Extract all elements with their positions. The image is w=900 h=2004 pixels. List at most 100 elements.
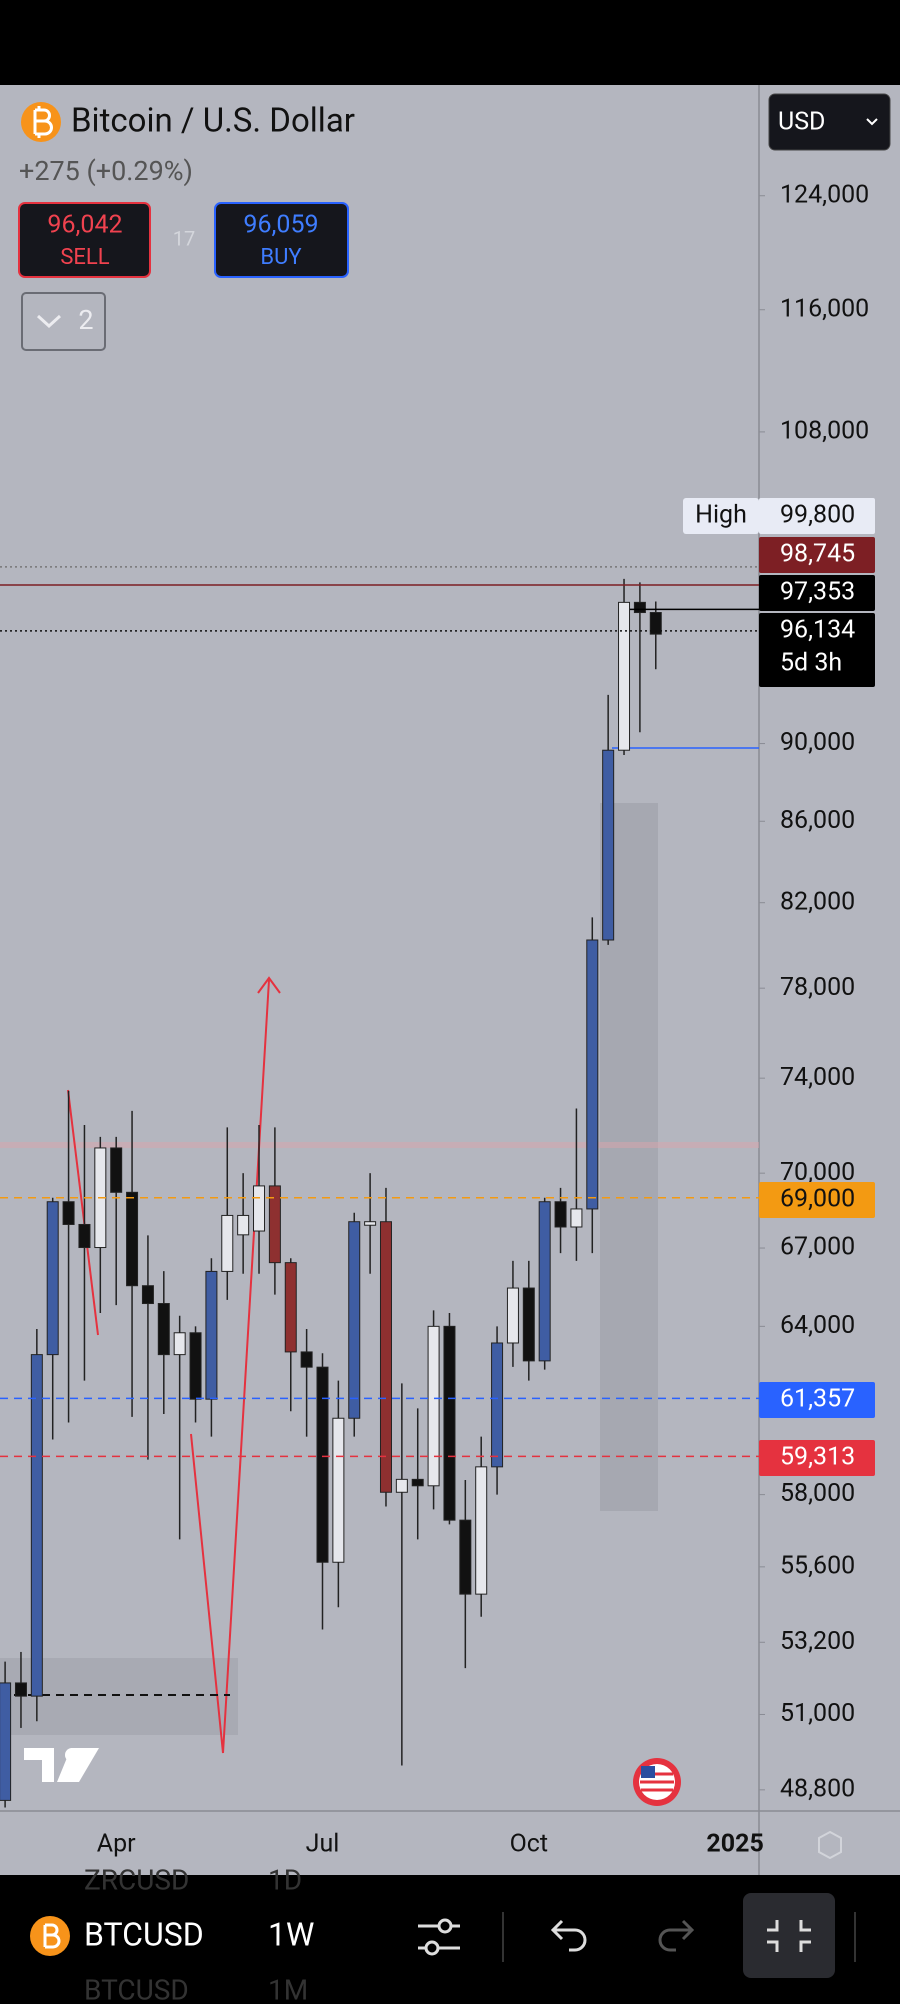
- zone-band: [0, 1142, 759, 1148]
- countdown: 5d 3h: [780, 649, 842, 678]
- price-label: 99,800: [780, 501, 855, 530]
- candle-body: [126, 1191, 139, 1287]
- candle-body: [62, 1201, 75, 1225]
- x-tick-label: Jul: [306, 1830, 340, 1859]
- settings-icon[interactable]: [818, 1830, 842, 1860]
- price-label: 97,353: [780, 578, 855, 607]
- candle-body: [602, 749, 615, 941]
- candle-body: [237, 1214, 250, 1236]
- indicators-icon[interactable]: [418, 1918, 460, 1956]
- y-tick-label: 51,000: [780, 1699, 855, 1728]
- price-label-box: [759, 537, 875, 573]
- y-tick-label: 74,000: [780, 1063, 855, 1092]
- candle-body: [253, 1185, 266, 1232]
- symbol-title: Bitcoin / U.S. Dollar: [71, 102, 355, 141]
- drawing-arrow: [257, 976, 281, 994]
- candle-body: [491, 1342, 504, 1468]
- candle-body: [221, 1214, 234, 1272]
- faded-symbol: BTCUSD: [84, 1973, 189, 2000]
- candle-body: [189, 1332, 202, 1400]
- tradingview-logo: [24, 1748, 99, 1782]
- x-tick-label: 2025: [706, 1830, 763, 1859]
- y-tick-label: 64,000: [780, 1311, 855, 1340]
- price-label-name: High: [695, 501, 747, 530]
- candle-body: [522, 1287, 535, 1362]
- candle-body: [570, 1208, 583, 1228]
- chart-background: [0, 85, 900, 1875]
- buy-price: 96,059: [243, 211, 318, 240]
- candle-body: [633, 601, 646, 614]
- candle-body: [332, 1417, 345, 1563]
- y-tick-label: 48,800: [780, 1774, 855, 1803]
- price-label-box: [759, 1382, 875, 1418]
- collapse-icon: [767, 1920, 811, 1952]
- plot: 124,000 116,000 108,000 90,000 86,000 82,000 7…: [0, 180, 875, 1859]
- price-label: 98,745: [780, 540, 855, 569]
- y-tick-label: 78,000: [780, 973, 855, 1002]
- y-tick-label: 86,000: [780, 806, 855, 835]
- price-label: 61,357: [780, 1385, 855, 1414]
- candle-body: [348, 1221, 361, 1419]
- candle-body: [538, 1201, 551, 1362]
- y-tick-label: 108,000: [780, 417, 869, 446]
- candle-body: [46, 1201, 59, 1356]
- symbol[interactable]: BTCUSD: [84, 1915, 204, 1953]
- drawing-line: [67, 1089, 99, 1336]
- y-tick-label: 90,000: [780, 728, 855, 757]
- candle-body: [379, 1221, 392, 1493]
- y-tick-label: 70,000: [780, 1158, 855, 1187]
- price-label: 96,134: [780, 616, 855, 645]
- bitcoin-glyph: [33, 106, 53, 138]
- faded-interval: 1M: [268, 1973, 308, 2000]
- candle-body: [157, 1303, 170, 1356]
- candle-body: [78, 1223, 91, 1249]
- faded-symbol: ZRCUSD: [84, 1863, 189, 1896]
- candle-body: [411, 1478, 424, 1487]
- undo-icon[interactable]: [550, 1919, 587, 1952]
- y-tick-label: 124,000: [780, 180, 869, 209]
- candle-body: [14, 1682, 27, 1697]
- price-label-box: [759, 1440, 875, 1476]
- buy-button[interactable]: [214, 202, 349, 278]
- chevron-icon: [36, 314, 62, 329]
- redo-icon[interactable]: [658, 1919, 695, 1952]
- price-label-name-box: [683, 498, 759, 534]
- dropdown-icon: [866, 118, 878, 126]
- candle-body: [586, 939, 599, 1210]
- price-change: +275 (+0.29%): [19, 155, 193, 187]
- drawing-line: [190, 979, 270, 1754]
- candle-body: [284, 1262, 297, 1353]
- candle-body: [618, 601, 631, 751]
- candle-body: [141, 1285, 154, 1305]
- indicator-toggle[interactable]: [21, 292, 106, 351]
- faded-interval: 1D: [268, 1863, 302, 1896]
- y-tick-label: 67,000: [780, 1233, 855, 1262]
- candle-body: [475, 1466, 488, 1595]
- price-label-box: [759, 613, 875, 687]
- candle-body: [395, 1478, 408, 1493]
- candle-body: [300, 1351, 313, 1368]
- event-flag: [641, 1766, 655, 1778]
- candle-body: [554, 1201, 567, 1228]
- candle-body: [459, 1519, 472, 1595]
- y-tick-label: 58,000: [780, 1479, 855, 1508]
- candle-body: [0, 1682, 12, 1801]
- currency-dropdown[interactable]: [768, 93, 891, 151]
- sell-button[interactable]: [18, 202, 151, 278]
- x-tick-label: Apr: [97, 1830, 136, 1859]
- interval[interactable]: 1W: [268, 1915, 314, 1953]
- y-tick-label: 53,200: [780, 1627, 855, 1656]
- candle-body: [364, 1221, 377, 1226]
- buy-label: BUY: [260, 245, 302, 270]
- currency: USD: [778, 108, 825, 137]
- sell-label: SELL: [60, 245, 109, 270]
- price-label-box: [759, 1182, 875, 1218]
- spread: 17: [173, 226, 195, 250]
- fullscreen-button[interactable]: [743, 1893, 835, 1978]
- candle-body: [316, 1366, 329, 1563]
- candle-body: [443, 1325, 456, 1521]
- price-label-box: [759, 498, 875, 534]
- y-tick-label: 55,600: [780, 1551, 855, 1580]
